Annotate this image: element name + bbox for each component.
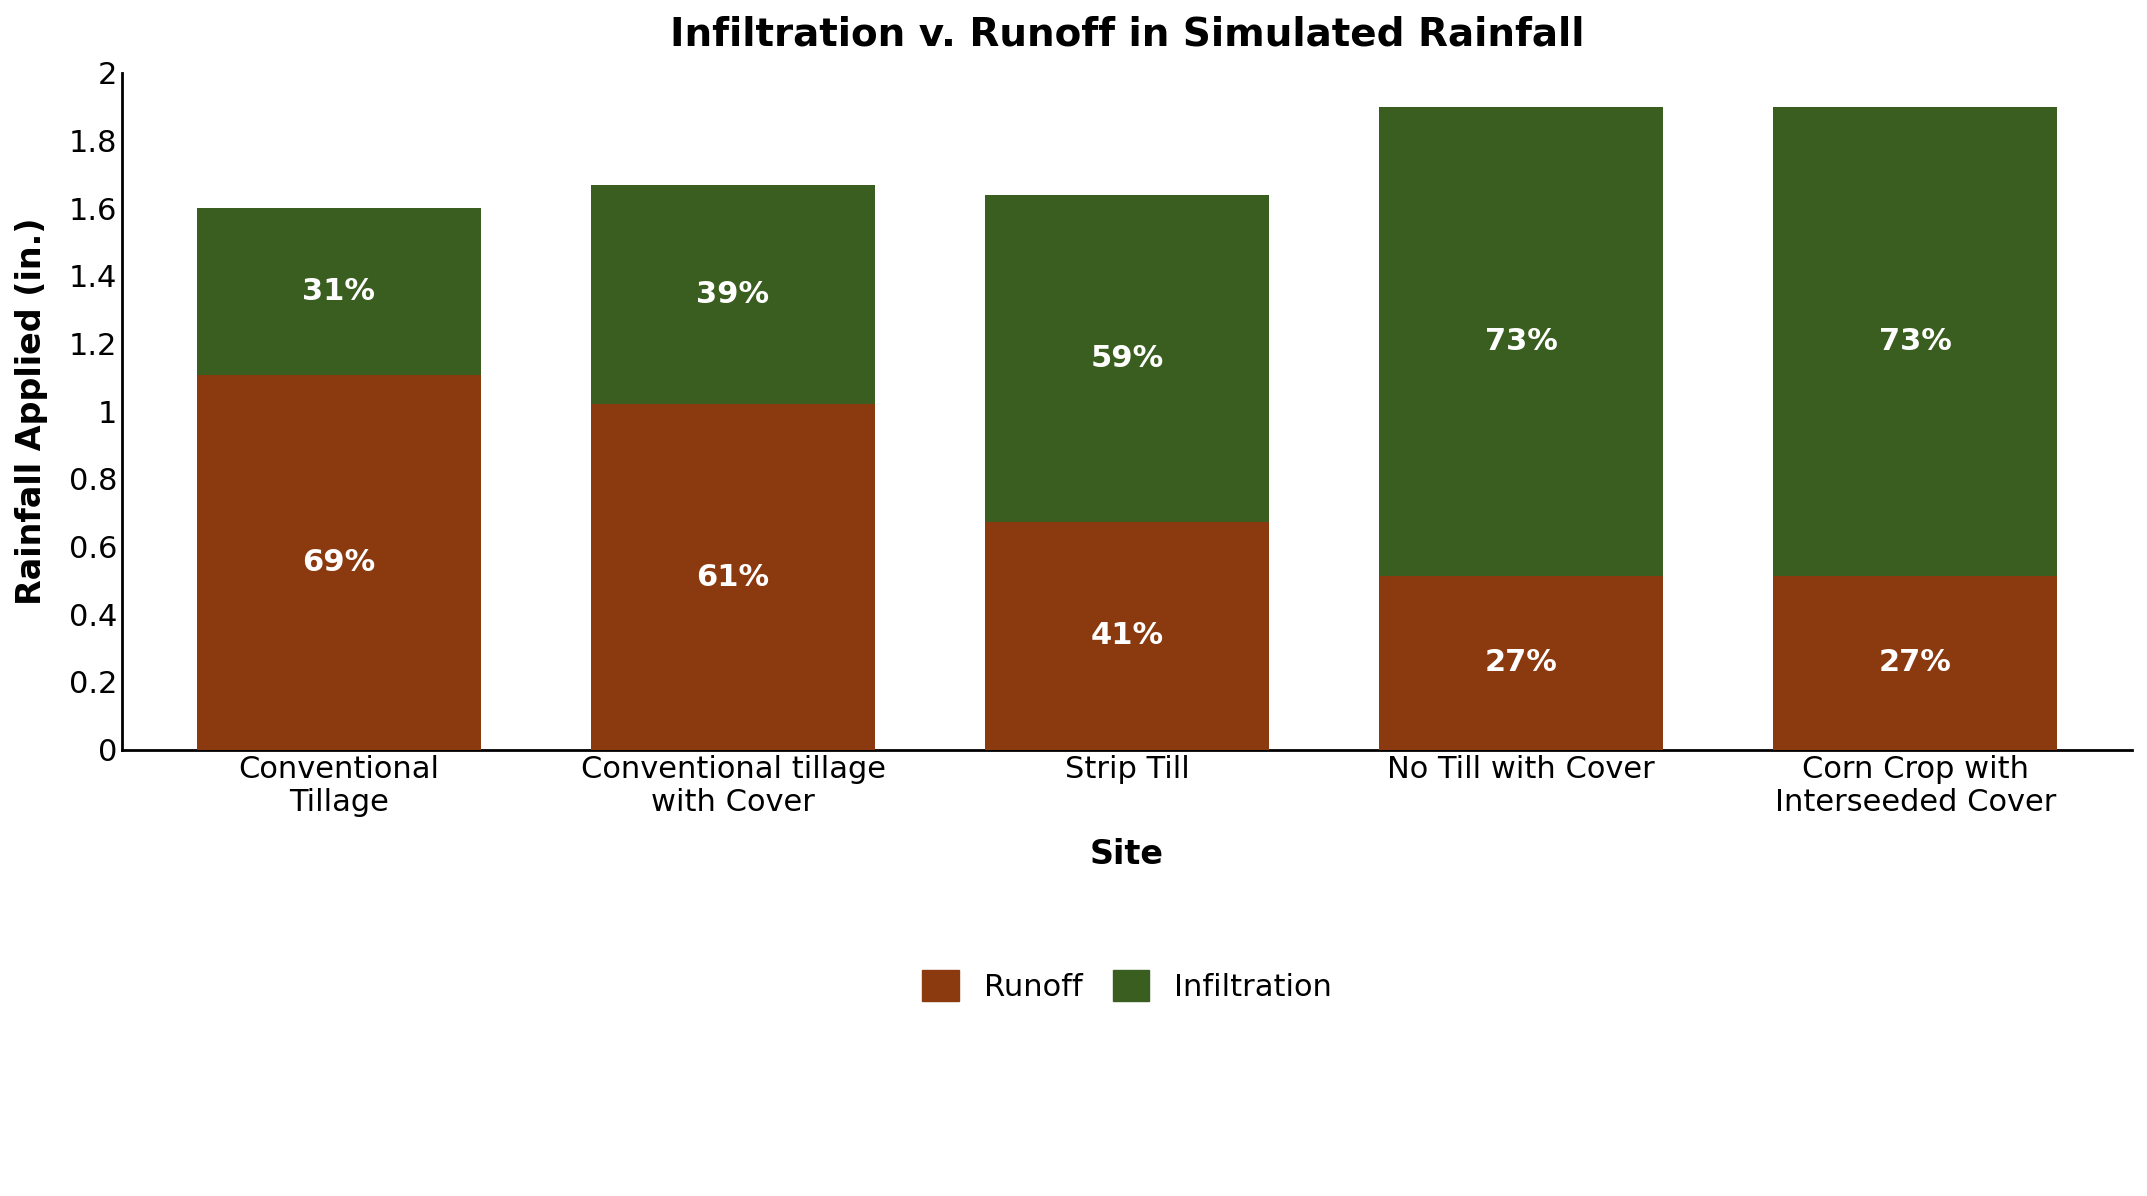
Text: 59%: 59% xyxy=(1091,344,1164,373)
Y-axis label: Rainfall Applied (in.): Rainfall Applied (in.) xyxy=(15,218,47,605)
Text: 69%: 69% xyxy=(303,548,376,576)
Title: Infiltration v. Runoff in Simulated Rainfall: Infiltration v. Runoff in Simulated Rain… xyxy=(670,16,1584,53)
Text: 73%: 73% xyxy=(1879,327,1952,356)
Bar xyxy=(590,404,874,750)
Bar xyxy=(590,185,874,404)
Text: 31%: 31% xyxy=(303,277,376,306)
Bar xyxy=(1378,576,1664,750)
Bar xyxy=(985,195,1269,523)
Bar xyxy=(1773,576,2057,750)
Text: 73%: 73% xyxy=(1486,327,1557,356)
Bar xyxy=(198,208,481,374)
Bar xyxy=(198,374,481,750)
Text: 61%: 61% xyxy=(696,562,769,592)
X-axis label: Site: Site xyxy=(1091,838,1164,871)
Legend: Runoff, Infiltration: Runoff, Infiltration xyxy=(908,954,1346,1017)
Text: 27%: 27% xyxy=(1879,648,1952,677)
Text: 39%: 39% xyxy=(696,280,769,310)
Text: 27%: 27% xyxy=(1486,648,1557,677)
Bar xyxy=(1773,106,2057,576)
Text: 41%: 41% xyxy=(1091,622,1164,651)
Bar xyxy=(985,523,1269,750)
Bar xyxy=(1378,106,1664,576)
